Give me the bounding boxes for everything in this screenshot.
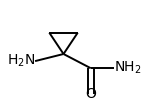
Text: NH$_2$: NH$_2$ xyxy=(114,60,142,76)
Text: O: O xyxy=(85,87,96,101)
Text: H$_2$N: H$_2$N xyxy=(7,53,35,69)
